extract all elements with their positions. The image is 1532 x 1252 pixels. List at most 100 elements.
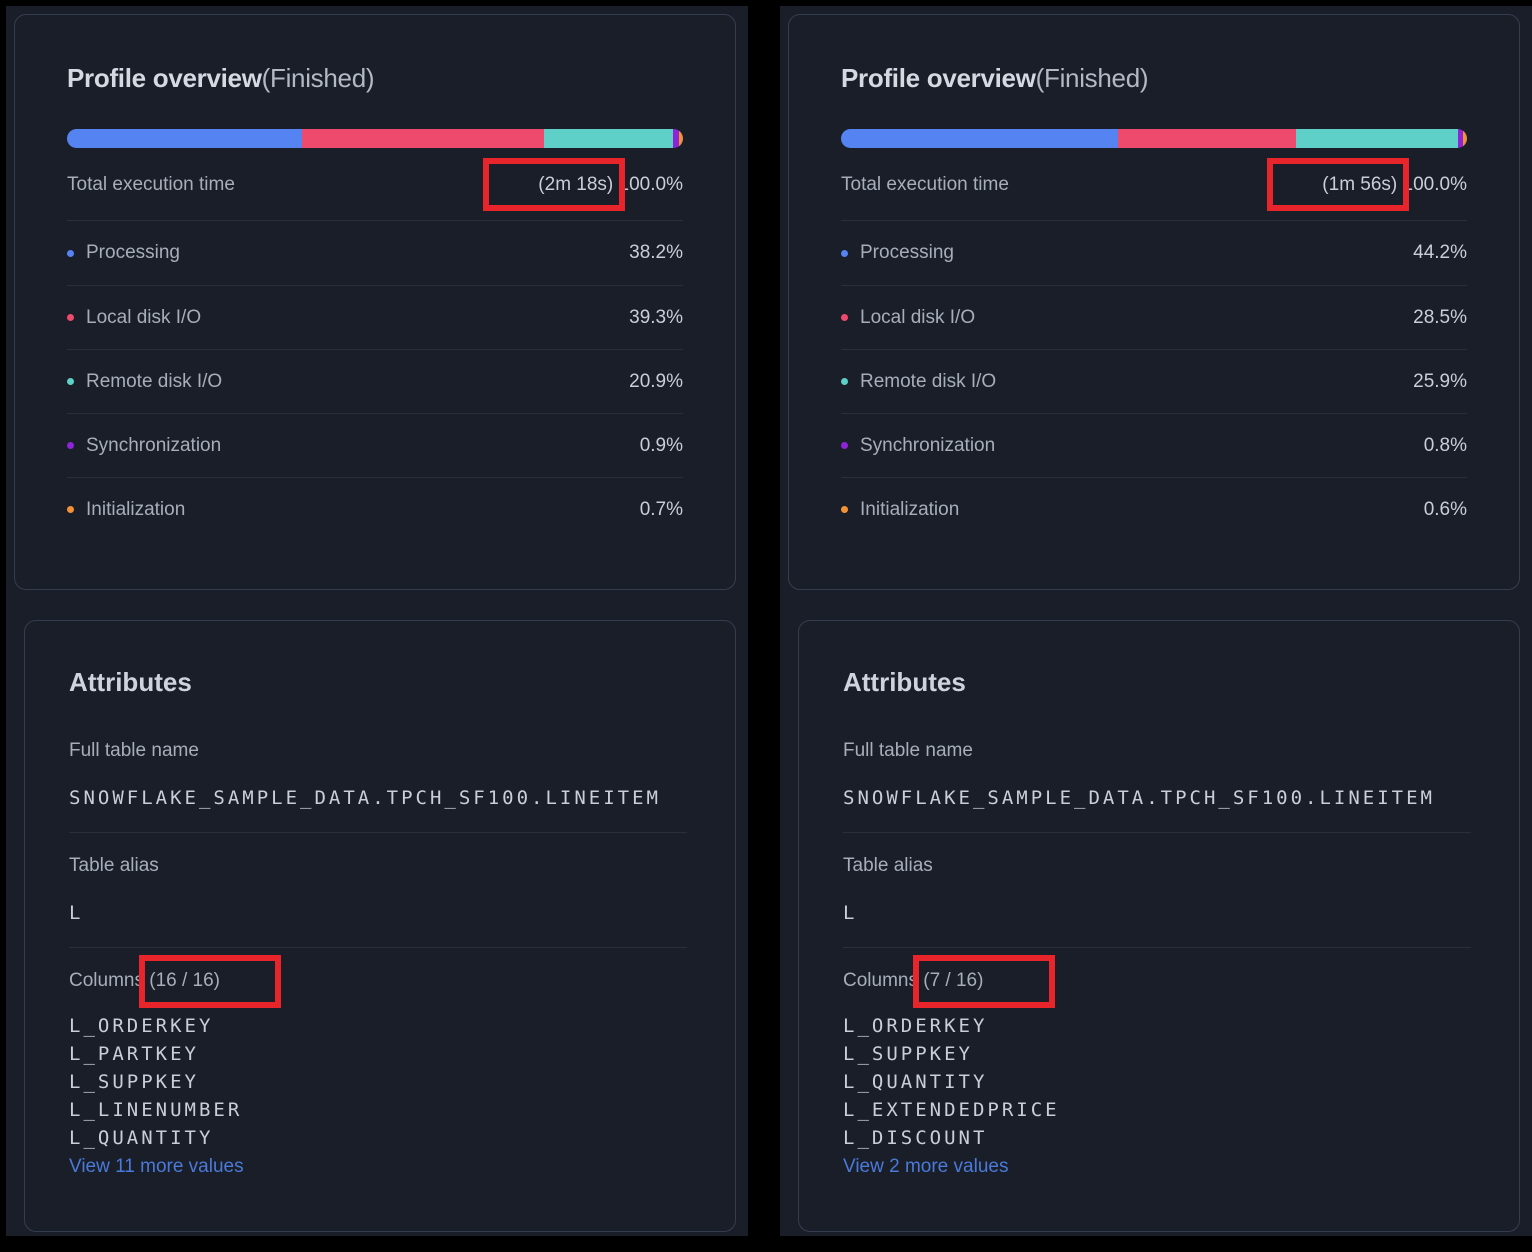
columns-section: Columns (16 / 16) L_ORDERKEY L_PARTKEY L… [69, 955, 687, 1178]
columns-count-label: Columns (7 / 16) [843, 970, 984, 991]
profile-overview-card-right: Profile overview(Finished) Total executi… [788, 14, 1520, 590]
table-alias-value: L [69, 902, 84, 924]
legend-value: 25.9% [1413, 370, 1467, 392]
total-execution-label: Total execution time [67, 174, 235, 195]
column-name: L_ORDERKEY [843, 1015, 988, 1037]
legend-label: Synchronization [860, 434, 996, 456]
columns-list: L_ORDERKEY L_SUPPKEY L_QUANTITY L_EXTEND… [843, 1012, 1471, 1152]
legend-label: Initialization [86, 498, 186, 520]
bar-segment-initialization [678, 129, 683, 148]
legend-row: Remote disk I/O 20.9% [67, 349, 683, 413]
column-name: L_SUPPKEY [843, 1043, 973, 1065]
legend-dot-processing [841, 249, 848, 257]
legend-label: Remote disk I/O [860, 370, 997, 392]
attributes-card-right: Attributes Full table name SNOWFLAKE_SAM… [798, 620, 1520, 1232]
legend-value: 0.6% [1423, 498, 1467, 520]
total-percent: 100.0% [618, 174, 683, 195]
legend-dot-processing [67, 249, 74, 257]
total-time: (2m 18s) [538, 174, 614, 195]
legend-row: Local disk I/O 39.3% [67, 285, 683, 349]
legend-label: Local disk I/O [86, 306, 202, 328]
query-panel-right: Profile overview(Finished) Total executi… [780, 6, 1532, 1236]
legend-dot-initialization [67, 506, 74, 513]
total-execution-row: Total execution time (1m 56s) 100.0% [841, 158, 1467, 221]
profile-overview-title: Profile overview(Finished) [67, 63, 683, 94]
table-alias-label: Table alias [69, 855, 159, 876]
legend-label: Synchronization [86, 434, 222, 456]
query-panel-left: Profile overview(Finished) Total executi… [6, 6, 748, 1236]
table-alias-label: Table alias [843, 855, 933, 876]
profile-overview-title-text: Profile overview [841, 63, 1036, 93]
bar-segment-processing [67, 129, 303, 148]
bar-segment-processing [841, 129, 1118, 148]
profile-overview-title: Profile overview(Finished) [841, 63, 1467, 94]
total-execution-row: Total execution time (2m 18s) 100.0% [67, 158, 683, 221]
execution-time-bar [841, 129, 1467, 148]
column-name: L_LINENUMBER [69, 1099, 243, 1121]
bar-segment-initialization [1463, 129, 1467, 148]
legend-value: 28.5% [1413, 306, 1467, 328]
execution-time-bar [67, 129, 683, 148]
legend-row: Local disk I/O 28.5% [841, 285, 1467, 349]
table-alias-field: Table alias L [69, 855, 687, 924]
legend-rows: Processing 38.2% Local disk I/O 39.3% Re… [67, 221, 683, 541]
bar-segment-remote-disk-i-o [544, 129, 674, 148]
column-name: L_SUPPKEY [69, 1071, 199, 1093]
legend-row: Synchronization 0.9% [67, 413, 683, 477]
divider [69, 832, 687, 833]
legend-label: Processing [86, 242, 180, 263]
bar-segment-synchronization [1458, 129, 1464, 148]
view-more-values-link[interactable]: View 11 more values [69, 1156, 244, 1177]
bar-segment-remote-disk-i-o [1296, 129, 1459, 148]
divider [843, 947, 1471, 948]
bar-segment-synchronization [673, 129, 679, 148]
column-name: L_EXTENDEDPRICE [843, 1099, 1060, 1121]
legend-dot-synchronization [67, 442, 74, 449]
column-name: L_ORDERKEY [69, 1015, 214, 1037]
columns-list: L_ORDERKEY L_PARTKEY L_SUPPKEY L_LINENUM… [69, 1012, 687, 1152]
profile-overview-title-text: Profile overview [67, 63, 262, 93]
divider [69, 947, 687, 948]
legend-row: Initialization 0.6% [841, 477, 1467, 541]
table-alias-field: Table alias L [843, 855, 1471, 924]
legend-row: Remote disk I/O 25.9% [841, 349, 1467, 413]
legend-dot-local-disk-io [841, 314, 848, 321]
total-time: (1m 56s) [1322, 174, 1398, 195]
profile-status: (Finished) [261, 63, 375, 93]
attributes-title: Attributes [69, 667, 192, 697]
column-name: L_DISCOUNT [843, 1127, 988, 1149]
table-alias-value: L [843, 902, 858, 924]
legend-row: Initialization 0.7% [67, 477, 683, 541]
total-execution-value: (2m 18s) 100.0% [538, 174, 683, 196]
bar-segment-local-disk-i-o [302, 129, 545, 148]
legend-value: 44.2% [1413, 242, 1467, 263]
legend-dot-synchronization [841, 442, 848, 449]
view-more-values-link[interactable]: View 2 more values [843, 1156, 1009, 1177]
total-execution-value: (1m 56s) 100.0% [1322, 174, 1467, 196]
full-table-name-value: SNOWFLAKE_SAMPLE_DATA.TPCH_SF100.LINEITE… [843, 787, 1435, 809]
divider [843, 832, 1471, 833]
full-table-name-value: SNOWFLAKE_SAMPLE_DATA.TPCH_SF100.LINEITE… [69, 787, 661, 809]
legend-value: 20.9% [629, 370, 683, 392]
legend-dot-remote-disk-io [841, 378, 848, 385]
bar-segment-local-disk-i-o [1117, 129, 1297, 148]
legend-dot-local-disk-io [67, 314, 74, 321]
total-execution-label: Total execution time [841, 174, 1009, 195]
column-name: L_PARTKEY [69, 1043, 199, 1065]
column-name: L_QUANTITY [69, 1127, 214, 1149]
legend-value: 0.9% [639, 434, 683, 456]
legend-value: 0.7% [639, 498, 683, 520]
legend-row: Processing 38.2% [67, 221, 683, 285]
attributes-card-left: Attributes Full table name SNOWFLAKE_SAM… [24, 620, 736, 1232]
full-table-name-field: Full table name SNOWFLAKE_SAMPLE_DATA.TP… [69, 740, 687, 809]
legend-dot-remote-disk-io [67, 378, 74, 385]
full-table-name-label: Full table name [69, 740, 199, 761]
legend-label: Processing [860, 242, 954, 263]
legend-value: 38.2% [629, 242, 683, 263]
legend-value: 39.3% [629, 306, 683, 328]
legend-row: Processing 44.2% [841, 221, 1467, 285]
legend-label: Local disk I/O [860, 306, 976, 328]
attributes-title: Attributes [843, 667, 966, 697]
full-table-name-field: Full table name SNOWFLAKE_SAMPLE_DATA.TP… [843, 740, 1471, 809]
profile-overview-card-left: Profile overview(Finished) Total executi… [14, 14, 736, 590]
